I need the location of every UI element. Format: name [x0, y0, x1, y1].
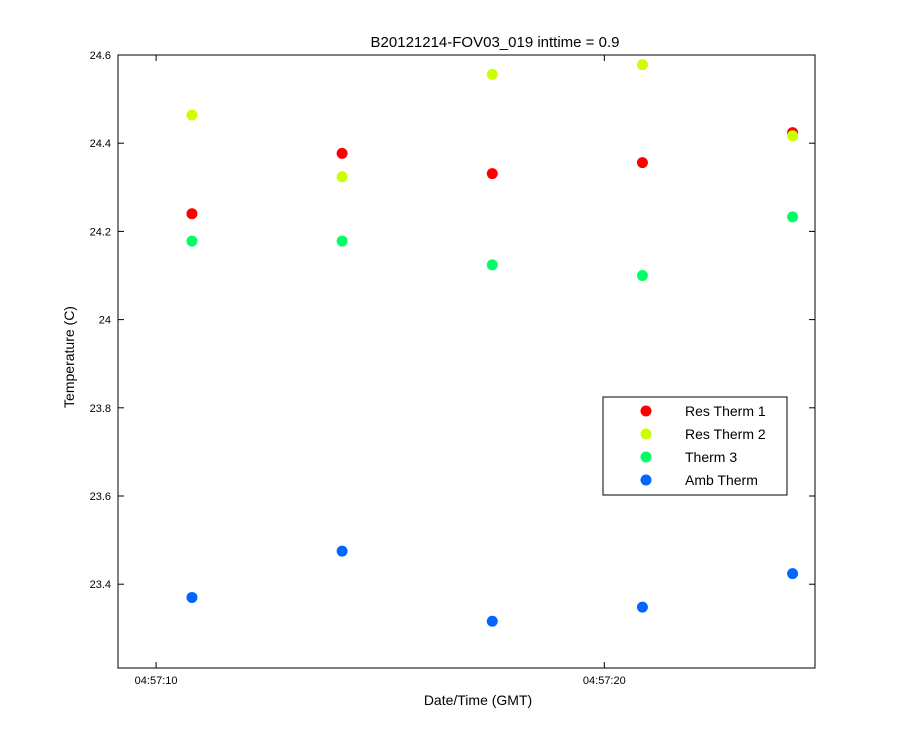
- y-axis-label: Temperature (C): [61, 306, 77, 408]
- y-tick-label: 24.6: [90, 50, 111, 62]
- point-res-therm-1: [336, 147, 348, 159]
- legend-marker: [640, 428, 652, 440]
- point-res-therm-1: [186, 208, 198, 220]
- legend-marker: [640, 474, 652, 486]
- point-amb-therm: [186, 591, 198, 603]
- legend-label: Res Therm 2: [685, 426, 766, 442]
- legend-label: Res Therm 1: [685, 403, 766, 419]
- point-amb-therm: [486, 615, 498, 627]
- point-res-therm-2: [787, 130, 799, 142]
- point-res-therm-2: [336, 171, 348, 183]
- point-res-therm-1: [486, 168, 498, 180]
- legend-marker: [640, 451, 652, 463]
- plot-area: [117, 54, 816, 669]
- x-axis-ticks: 04:57:10 04:57:20: [135, 55, 626, 687]
- point-res-therm-2: [186, 109, 198, 121]
- point-amb-therm: [336, 545, 348, 557]
- x-tick-label: 04:57:10: [135, 675, 178, 687]
- point-res-therm-2: [636, 59, 648, 71]
- data-points: [186, 59, 799, 627]
- legend-marker: [640, 405, 652, 417]
- legend-box: [602, 396, 788, 496]
- y-tick-label: 24.4: [90, 138, 111, 150]
- point-therm-3: [336, 235, 348, 247]
- legend: Res Therm 1 Res Therm 2 Therm 3 Amb Therm: [602, 396, 788, 496]
- point-res-therm-2: [486, 68, 498, 80]
- x-tick-label: 04:57:20: [583, 675, 626, 687]
- y-tick-label: 23.4: [90, 579, 111, 591]
- point-res-therm-1: [636, 157, 648, 169]
- point-therm-3: [636, 270, 648, 282]
- legend-label: Amb Therm: [685, 472, 758, 488]
- point-amb-therm: [787, 568, 799, 580]
- point-therm-3: [787, 211, 799, 223]
- x-axis-label: Date/Time (GMT): [424, 692, 532, 708]
- y-tick-label: 24.2: [90, 226, 111, 238]
- y-tick-label: 23.6: [90, 491, 111, 503]
- point-therm-3: [186, 235, 198, 247]
- legend-label: Therm 3: [685, 449, 737, 465]
- y-tick-label: 24: [99, 315, 111, 327]
- chart-title: B20121214-FOV03_019 inttime = 0.9: [371, 34, 620, 51]
- point-therm-3: [486, 259, 498, 271]
- y-axis-ticks: 23.4 23.6 23.8 24 24.2 24.4 24.6: [90, 50, 815, 591]
- point-amb-therm: [636, 601, 648, 613]
- y-tick-label: 23.8: [90, 403, 111, 415]
